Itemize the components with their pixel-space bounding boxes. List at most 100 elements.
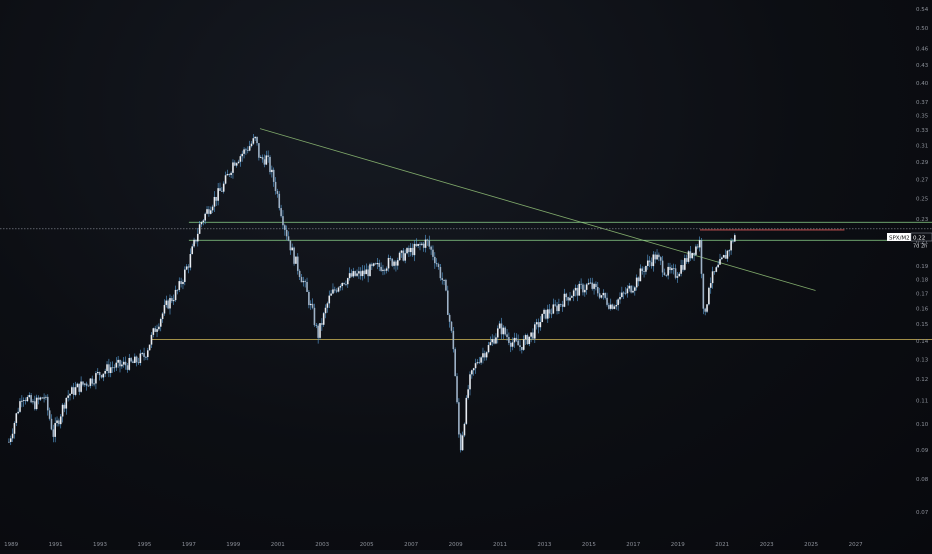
candle-body <box>95 373 97 384</box>
candle-body <box>369 264 371 277</box>
candle-body <box>596 287 599 294</box>
candle-body <box>519 345 521 348</box>
candle-body <box>76 383 79 388</box>
candle-body <box>298 270 301 278</box>
candle-body <box>191 246 194 255</box>
candle-body <box>261 157 264 160</box>
candle-body <box>576 287 579 296</box>
candle-body <box>380 266 382 271</box>
candle-body <box>700 240 703 274</box>
candle-body <box>665 275 668 276</box>
candle-body <box>391 258 394 266</box>
candle-body <box>43 397 45 399</box>
candle-body <box>669 266 671 271</box>
candle-body <box>404 253 406 261</box>
candle-body <box>584 289 586 293</box>
candle-body <box>126 365 129 370</box>
x-tick-label: 1989 <box>4 542 18 548</box>
y-tick-label: 0.31 <box>916 144 928 150</box>
y-tick-label: 0.18 <box>916 277 929 283</box>
y-tick-label: 0.43 <box>916 63 929 69</box>
trendline[interactable] <box>259 128 816 291</box>
candle-body <box>589 282 592 284</box>
candle-body <box>595 283 597 288</box>
candle-body <box>426 239 429 241</box>
candle-body <box>617 299 619 305</box>
x-tick-label: 2007 <box>404 542 418 548</box>
candle-body <box>489 342 492 346</box>
candle-body <box>506 334 508 338</box>
candle-body <box>19 401 21 412</box>
candle-body <box>408 248 410 253</box>
candle-body <box>508 337 510 343</box>
y-tick-label: 0.27 <box>916 178 929 184</box>
candle-body <box>302 281 305 283</box>
candle-body <box>458 402 460 435</box>
y-tick-label: 0.14 <box>916 339 929 345</box>
candle-body <box>211 206 214 211</box>
candle-body <box>456 376 458 403</box>
price-tag-text: 0.22 <box>913 236 925 242</box>
candle-body <box>132 361 134 363</box>
candle-body <box>113 367 116 369</box>
candle-body <box>287 236 290 241</box>
candle-body <box>282 216 284 226</box>
candle-body <box>619 296 621 300</box>
candle-body <box>465 397 468 424</box>
candle-body <box>67 395 69 398</box>
time-axis[interactable]: 1989 1991 1993 1995 1997 1999 2001 2003 2005 2007… <box>4 542 863 548</box>
candle-body <box>398 252 401 261</box>
candle-body <box>289 240 292 251</box>
candle-body <box>635 277 638 288</box>
price-axis[interactable]: 0.54 0.50 0.46 0.43 0.40 0.37 0.35 0.33 0.31 0.29… <box>916 7 929 516</box>
drawing-layer <box>0 128 932 340</box>
candle-body <box>463 423 466 436</box>
candle-body <box>526 335 529 345</box>
candle-body <box>432 249 434 257</box>
candle-body <box>56 420 58 424</box>
candle-body <box>537 322 540 328</box>
candle-body <box>641 268 644 272</box>
candle-body <box>598 293 601 298</box>
candle-body <box>74 387 77 395</box>
candle-body <box>276 191 279 194</box>
candle-body <box>378 262 381 267</box>
y-tick-label: 0.54 <box>916 7 929 13</box>
candle-body <box>135 356 138 363</box>
candle-body <box>485 352 488 358</box>
candle-body <box>534 324 536 339</box>
candle-body <box>300 277 303 283</box>
candle-body <box>695 246 697 255</box>
candle-body <box>413 243 416 256</box>
candle-body <box>250 143 253 147</box>
candle-body <box>321 323 323 325</box>
y-tick-label: 0.21 <box>916 239 928 245</box>
candle-body <box>248 146 251 151</box>
candle-body <box>269 156 271 173</box>
candle-body <box>345 284 347 285</box>
candle-body <box>59 416 62 425</box>
candle-body <box>493 339 495 344</box>
candle-body <box>663 272 666 276</box>
candle-body <box>422 243 425 248</box>
candle-body <box>252 138 255 144</box>
candle-body <box>109 367 112 374</box>
candle-body <box>384 269 386 271</box>
candle-body <box>285 229 288 237</box>
candle-body <box>726 250 729 259</box>
candle-body <box>648 260 651 263</box>
candle-body <box>461 435 464 451</box>
y-tick-label: 0.23 <box>916 217 929 223</box>
x-tick-label: 1991 <box>49 542 63 548</box>
candle-body <box>72 387 75 395</box>
x-tick-label: 1993 <box>93 542 107 548</box>
candle-body <box>48 410 51 419</box>
candle-body <box>535 322 538 325</box>
candle-body <box>50 418 53 430</box>
candle-body <box>609 304 612 309</box>
candle-body <box>352 271 355 277</box>
candle-body <box>480 357 482 363</box>
candle-body <box>363 270 366 275</box>
candle-body <box>35 397 38 410</box>
candle-body <box>578 283 581 296</box>
